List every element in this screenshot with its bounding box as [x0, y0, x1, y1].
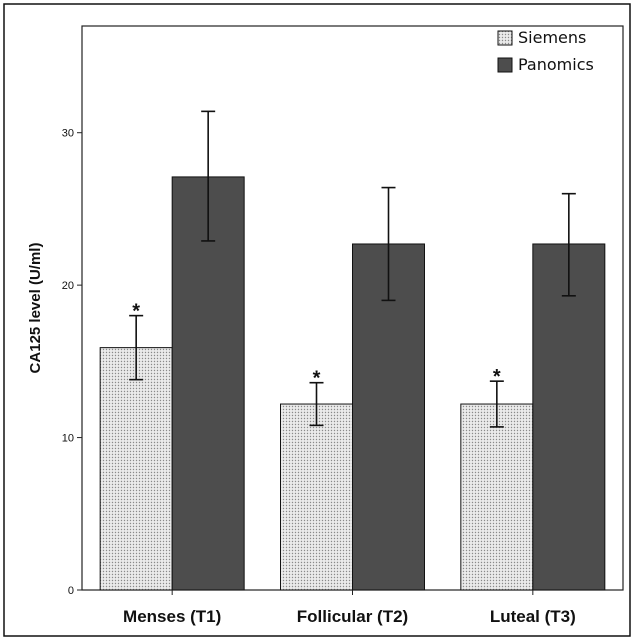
bar-panomics: [352, 243, 425, 591]
legend-swatch-panomics: [497, 57, 513, 73]
legend: Siemens Panomics: [497, 28, 594, 74]
x-category-label: Luteal (T3): [490, 607, 576, 626]
bar-siemens: [99, 347, 173, 591]
x-category-label: Menses (T1): [123, 607, 221, 626]
bars: * * *: [99, 110, 606, 591]
significance-marker: *: [132, 301, 140, 323]
significance-marker: *: [313, 368, 321, 390]
legend-swatch-siemens: [497, 30, 513, 46]
legend-label-panomics: Panomics: [518, 55, 594, 74]
x-category-label: Follicular (T2): [297, 607, 408, 626]
bar-siemens: [280, 403, 353, 591]
bar-panomics: [171, 176, 245, 591]
x-axis: Menses (T1) Follicular (T2) Luteal (T3): [123, 590, 576, 626]
y-axis-title: CA125 level (U/ml): [27, 243, 44, 374]
bar-panomics: [532, 243, 606, 591]
y-tick-label: 30: [62, 128, 74, 140]
bar-siemens: [460, 403, 534, 591]
y-tick-label: 20: [62, 280, 74, 292]
significance-marker: *: [493, 366, 501, 388]
y-tick-label: 0: [68, 585, 74, 597]
legend-label-siemens: Siemens: [518, 28, 586, 47]
y-axis: 0 10 20 30: [62, 128, 82, 597]
y-tick-label: 10: [62, 433, 74, 445]
